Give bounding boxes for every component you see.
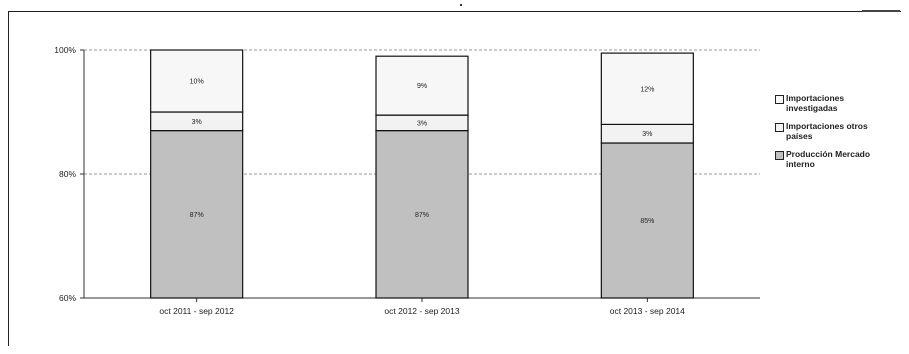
data-label: 12% (640, 86, 654, 93)
data-label: 3% (417, 120, 427, 127)
bar-segment (150, 49, 244, 113)
data-label: 85% (640, 218, 654, 225)
data-label: 3% (642, 131, 652, 138)
bar-segment (375, 55, 469, 116)
data-label: 87% (415, 212, 429, 219)
legend-swatch (775, 151, 784, 160)
data-label: 3% (192, 119, 202, 126)
legend-item-produccion-mercado-interno: Producción Mercado interno (775, 149, 905, 169)
labels: 87% 3% 10% oct 2011 - sep 2012 87% 3% 9% oct 20… (159, 79, 685, 317)
frame-corner-line (862, 10, 900, 12)
category-label: oct 2012 - sep 2013 (384, 306, 459, 316)
chart-frame (8, 11, 901, 346)
y-tick-label: 60% (59, 293, 76, 303)
legend-label: Importaciones otros países (786, 121, 868, 141)
legend: Importaciones investigadas Importaciones… (775, 93, 905, 177)
y-tick-label: 100% (54, 45, 76, 55)
bars (150, 49, 694, 299)
legend-label: Importaciones investigadas (786, 93, 845, 113)
category-label: oct 2011 - sep 2012 (159, 306, 234, 316)
y-tick-label: 80% (59, 169, 76, 179)
data-label: 87% (190, 212, 204, 219)
data-label: 9% (417, 83, 427, 90)
legend-item-importaciones-investigadas: Importaciones investigadas (775, 93, 905, 113)
bar-segment (600, 52, 694, 126)
bar-segment (375, 130, 469, 299)
legend-label: Producción Mercado interno (786, 149, 871, 169)
legend-item-importaciones-otros-paises: Importaciones otros países (775, 121, 905, 141)
legend-swatch (775, 95, 784, 104)
legend-swatch (775, 123, 784, 132)
bar-segment (150, 130, 244, 299)
category-label: oct 2013 - sep 2014 (610, 306, 685, 316)
stray-dot (460, 4, 462, 6)
data-label: 10% (190, 79, 204, 86)
